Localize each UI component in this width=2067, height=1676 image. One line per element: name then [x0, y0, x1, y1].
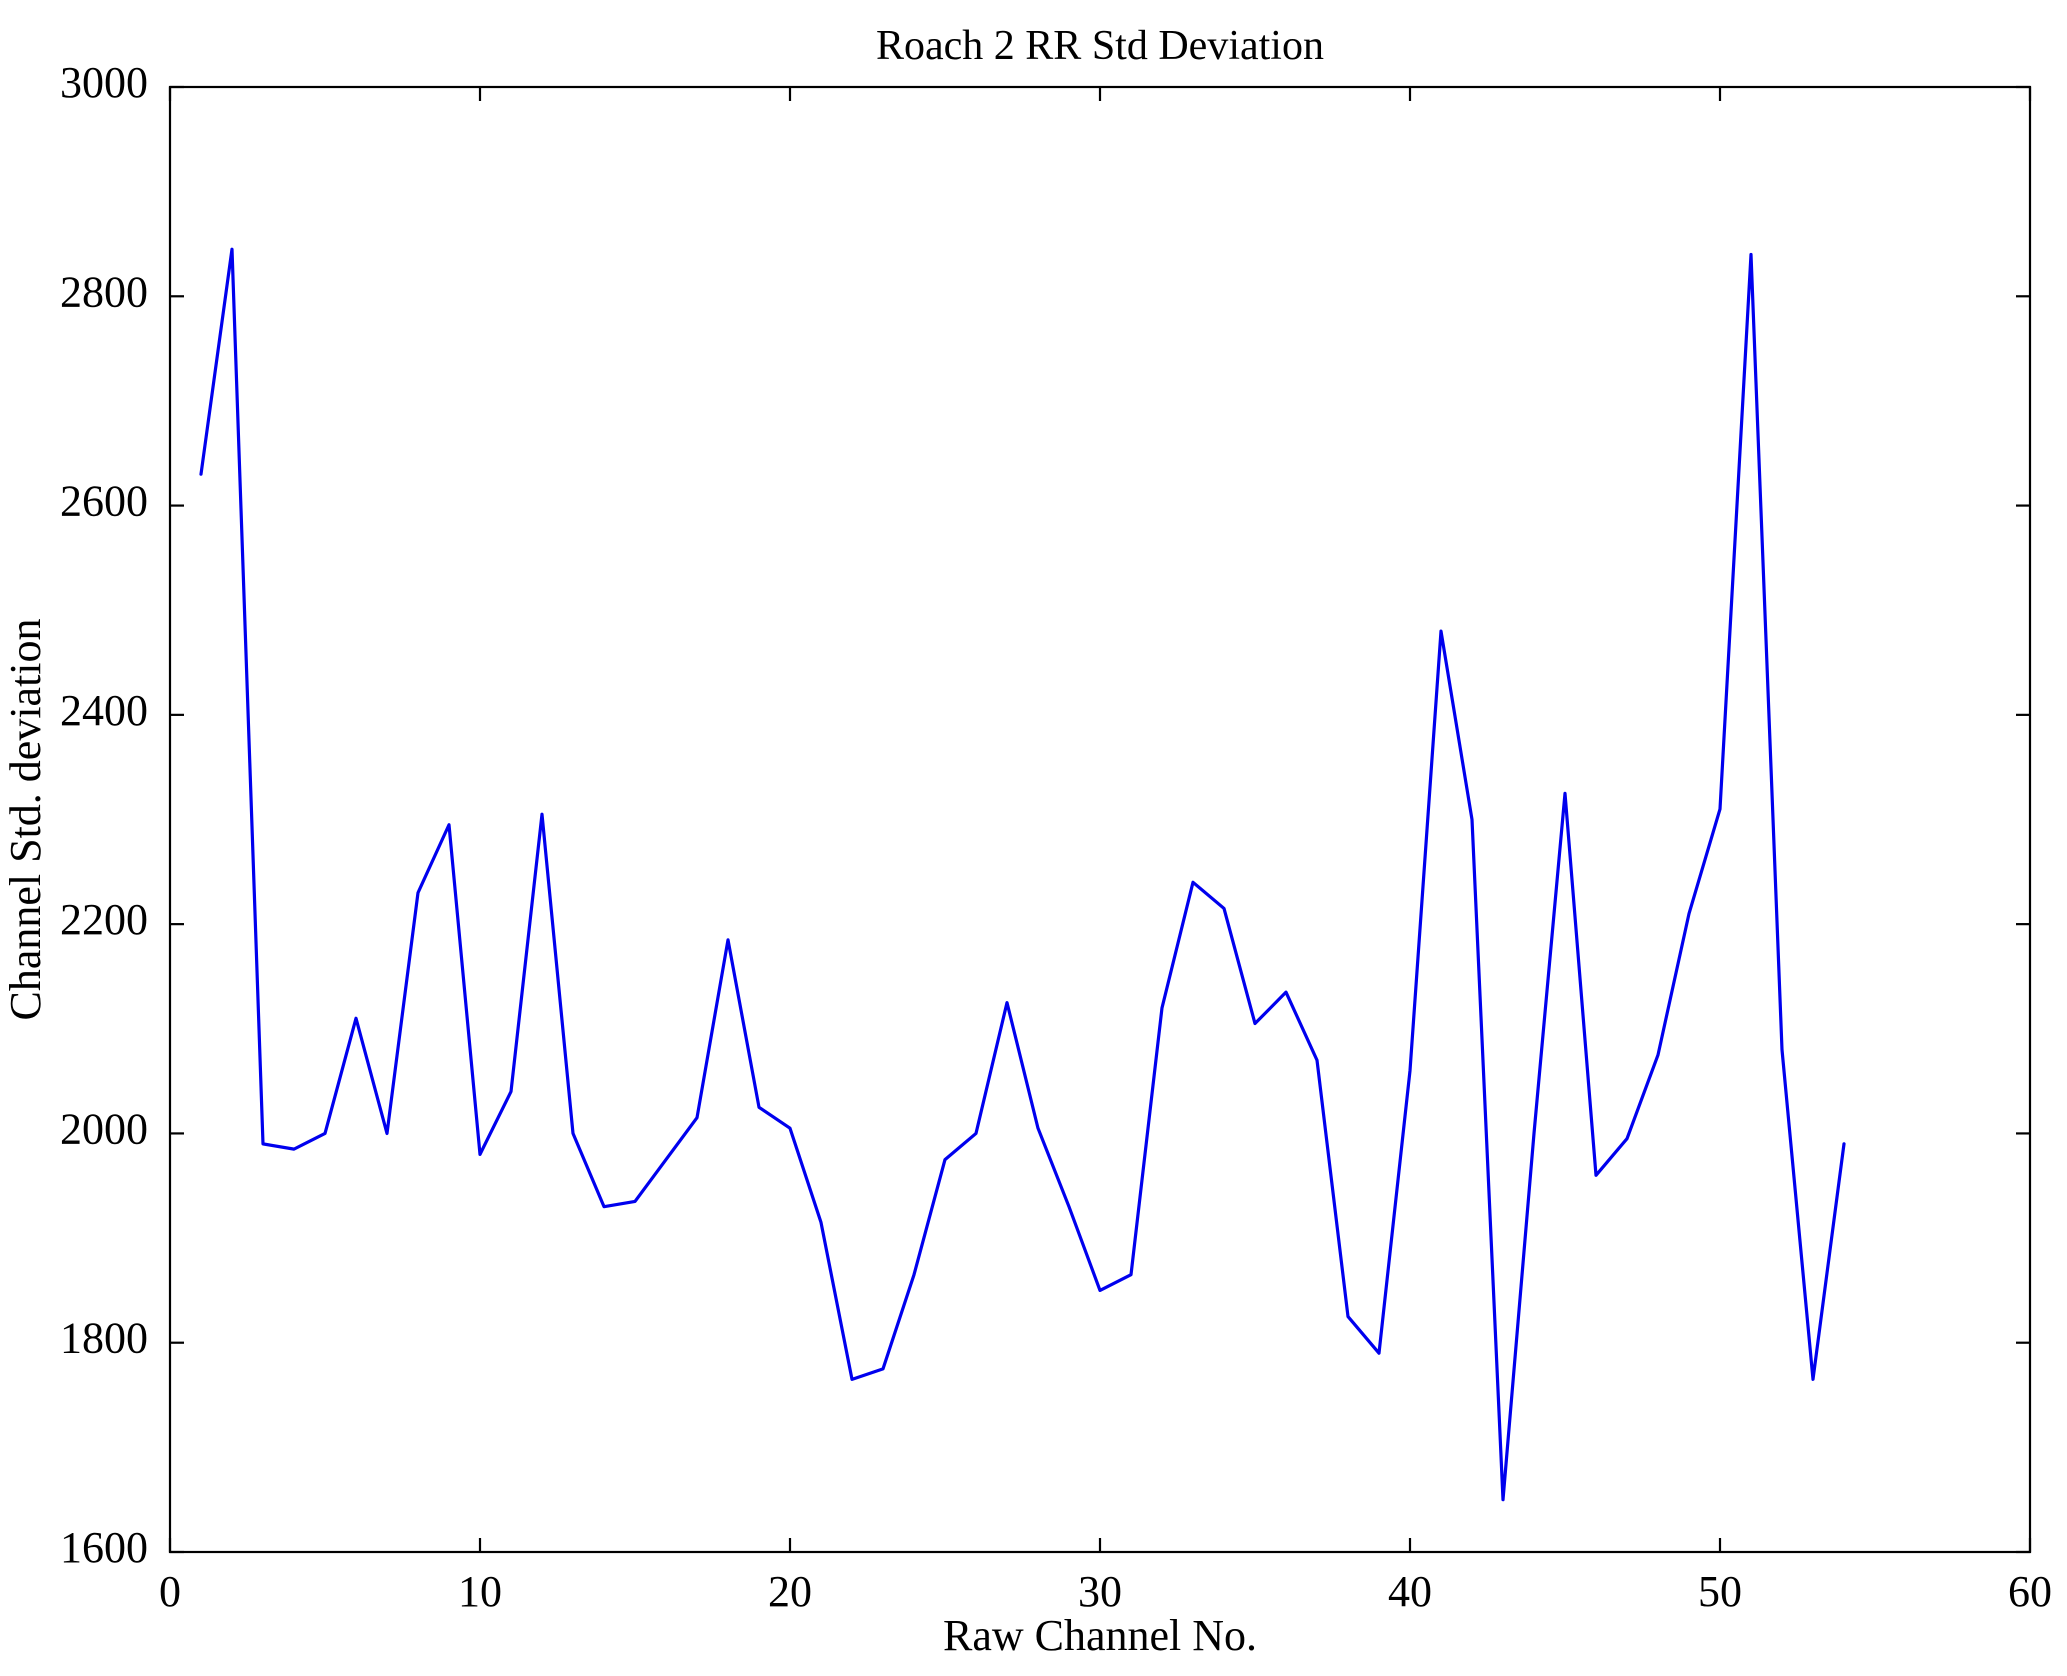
- svg-text:Channel Std. deviation: Channel Std. deviation: [1, 618, 50, 1020]
- svg-text:2600: 2600: [60, 477, 148, 526]
- svg-text:20: 20: [768, 1567, 812, 1616]
- svg-text:60: 60: [2008, 1567, 2052, 1616]
- svg-text:3000: 3000: [60, 58, 148, 107]
- svg-text:30: 30: [1078, 1567, 1122, 1616]
- svg-text:2000: 2000: [60, 1104, 148, 1153]
- svg-text:40: 40: [1388, 1567, 1432, 1616]
- svg-text:Raw Channel No.: Raw Channel No.: [943, 1611, 1257, 1660]
- svg-text:50: 50: [1698, 1567, 1742, 1616]
- svg-text:0: 0: [159, 1567, 181, 1616]
- svg-text:Roach 2 RR Std Deviation: Roach 2 RR Std Deviation: [876, 23, 1324, 69]
- svg-text:10: 10: [458, 1567, 502, 1616]
- svg-text:2800: 2800: [60, 267, 148, 316]
- svg-text:1600: 1600: [60, 1523, 148, 1572]
- svg-text:2200: 2200: [60, 895, 148, 944]
- svg-text:1800: 1800: [60, 1314, 148, 1363]
- svg-text:2400: 2400: [60, 686, 148, 735]
